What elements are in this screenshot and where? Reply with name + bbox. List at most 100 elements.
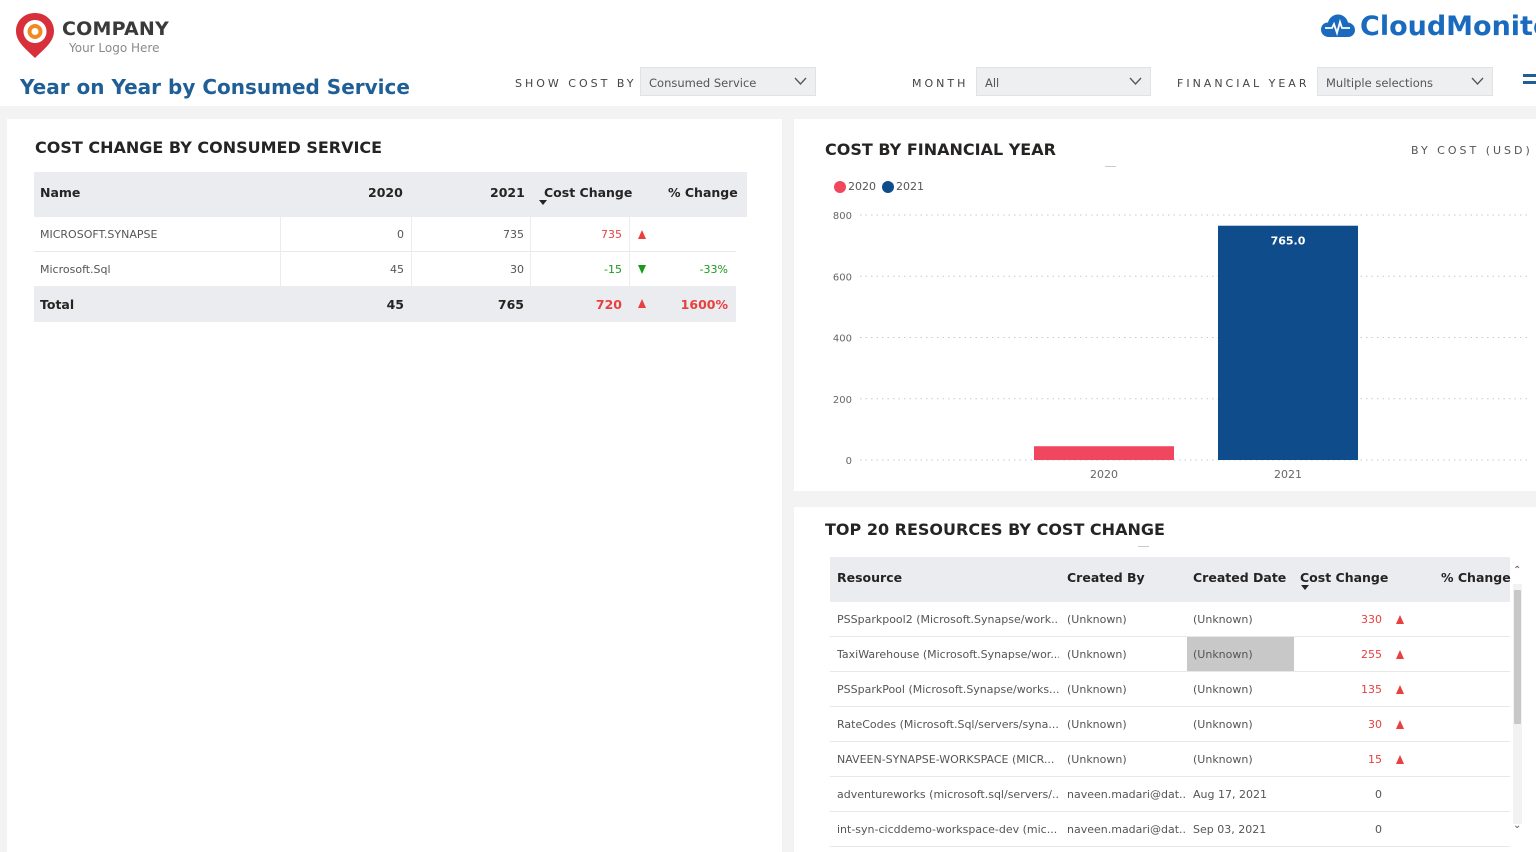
resource-name: adventureworks (microsoft.sql/servers/..… [837,788,1059,801]
trend-up-icon [1396,755,1404,764]
total-pct-change: 1600% [680,297,728,312]
y-tick-label: 0 [846,456,852,467]
bar-2021[interactable] [1218,225,1358,460]
created-by: (Unknown) [1067,648,1127,661]
cost-2021: 735 [503,228,524,241]
table-row[interactable]: TaxiWarehouse (Microsoft.Synapse/wor... (… [830,637,1510,672]
service-name: MICROSOFT.SYNAPSE [40,228,158,241]
chart-legend[interactable]: 2020 2021 [834,180,930,193]
menu-icon[interactable] [1523,74,1536,90]
cost-change-panel [7,119,782,852]
bar-2020[interactable] [1034,446,1174,460]
created-date: Aug 17, 2021 [1193,788,1267,801]
trend-up-icon [1396,615,1404,624]
column-header-pct-change[interactable]: % Change [668,185,738,200]
cost-change: 0 [1375,823,1382,836]
resource-name: NAVEEN-SYNAPSE-WORKSPACE (MICR... [837,753,1055,766]
created-by: (Unknown) [1067,718,1127,731]
financial-year-dropdown[interactable]: Multiple selections [1317,67,1493,96]
resource-name: RateCodes (Microsoft.Sql/servers/syna... [837,718,1059,731]
table-row[interactable]: RateCodes (Microsoft.Sql/servers/syna...… [830,707,1510,742]
created-date: (Unknown) [1193,613,1253,626]
column-header-created-date[interactable]: Created Date [1193,570,1287,585]
resource-name: int-syn-cicddemo-workspace-dev (mic... [837,823,1058,836]
cost-by-year-chart: 0 200 400 600 800 2020 765.0 2021 [833,211,1529,481]
y-tick-label: 400 [833,334,852,345]
created-by: naveen.madari@dat... [1067,823,1185,836]
trend-up-icon [1396,685,1404,694]
cost-2020: 45 [390,263,404,276]
column-header-2020[interactable]: 2020 [368,185,403,200]
cost-change: 330 [1361,613,1382,626]
table-row[interactable]: adventureworks (microsoft.sql/servers/..… [830,777,1510,812]
chevron-down-icon [1129,77,1142,85]
column-header-name[interactable]: Name [40,185,81,200]
company-name: COMPANY [62,18,169,40]
cost-by-year-panel [794,119,1536,491]
panel-divider [1138,546,1149,547]
table-row[interactable]: MICROSOFT.SYNAPSE 0 735 735 [34,217,736,252]
cost-change: -15 [604,263,622,276]
panel-divider [1105,166,1116,167]
trend-up-icon [1396,650,1404,659]
cost-change: 30 [1368,718,1382,731]
created-by: (Unknown) [1067,753,1127,766]
trend-up-icon [1396,720,1404,729]
legend-swatch-2020 [834,180,846,193]
sort-desc-icon [539,200,547,205]
table-row[interactable]: NAVEEN-SYNAPSE-WORKSPACE (MICR... (Unknow… [830,742,1510,777]
cell-highlight [1187,637,1294,671]
resource-name: TaxiWarehouse (Microsoft.Synapse/wor... [837,648,1059,661]
financial-year-value: Multiple selections [1326,76,1434,90]
chevron-down-icon [1471,77,1484,85]
trend-down-icon [638,265,646,274]
column-header-2021[interactable]: 2021 [490,185,525,200]
cost-2020: 0 [397,228,404,241]
month-dropdown[interactable]: All [976,67,1151,96]
page-title: Year on Year by Consumed Service [20,75,410,99]
created-date: (Unknown) [1193,753,1253,766]
month-value: All [985,76,1000,90]
month-label: MONTH [912,77,969,90]
total-label: Total [40,297,75,312]
created-by: (Unknown) [1067,613,1127,626]
created-date: (Unknown) [1193,718,1253,731]
legend-item-2021[interactable]: 2021 [882,180,924,193]
total-row: Total 45 765 720 1600% [34,286,736,322]
cost-change-title: COST CHANGE BY CONSUMED SERVICE [35,138,383,157]
created-date: (Unknown) [1193,683,1253,696]
column-header-pct-change[interactable]: % Change [1441,570,1511,585]
created-date: Sep 03, 2021 [1193,823,1267,836]
y-tick-label: 600 [833,272,852,283]
cost-change: 255 [1361,648,1382,661]
table-row[interactable]: Microsoft.Sql 45 30 -15 -33% [34,252,736,287]
created-by: naveen.madari@dat... [1067,788,1185,801]
column-header-cost-change[interactable]: Cost Change [1300,570,1389,585]
table-row[interactable]: PSSparkpool2 (Microsoft.Synapse/work... (… [830,602,1510,637]
legend-item-2020[interactable]: 2020 [834,180,876,193]
x-tick-label: 2021 [1274,468,1302,481]
top-resources-title: TOP 20 RESOURCES BY COST CHANGE [825,520,1165,539]
resource-name: PSSparkpool2 (Microsoft.Synapse/work... [837,613,1059,626]
column-header-cost-change[interactable]: Cost Change [544,185,633,200]
scroll-up-icon[interactable]: ⌃ [1513,565,1522,576]
scrollbar-thumb[interactable] [1514,590,1521,724]
table-row[interactable]: int-syn-cicddemo-workspace-dev (mic... na… [830,812,1510,847]
company-tagline: Your Logo Here [69,41,160,55]
legend-label-2020: 2020 [848,180,876,193]
chevron-down-icon [794,77,807,85]
scroll-down-icon[interactable]: ⌄ [1513,820,1522,831]
table-row[interactable]: PSSparkPool (Microsoft.Synapse/works... (… [830,672,1510,707]
created-by: (Unknown) [1067,683,1127,696]
created-date: (Unknown) [1193,648,1253,661]
total-cost-change: 720 [595,297,622,312]
column-header-resource[interactable]: Resource [837,570,903,585]
trend-up-icon [638,230,646,239]
legend-label-2021: 2021 [896,180,924,193]
show-cost-by-dropdown[interactable]: Consumed Service [640,67,816,96]
column-header-created-by[interactable]: Created By [1067,570,1145,585]
resource-name: PSSparkPool (Microsoft.Synapse/works... [837,683,1059,696]
total-2020: 45 [386,297,404,312]
cost-change: 15 [1368,753,1382,766]
sort-desc-icon [1301,585,1309,590]
